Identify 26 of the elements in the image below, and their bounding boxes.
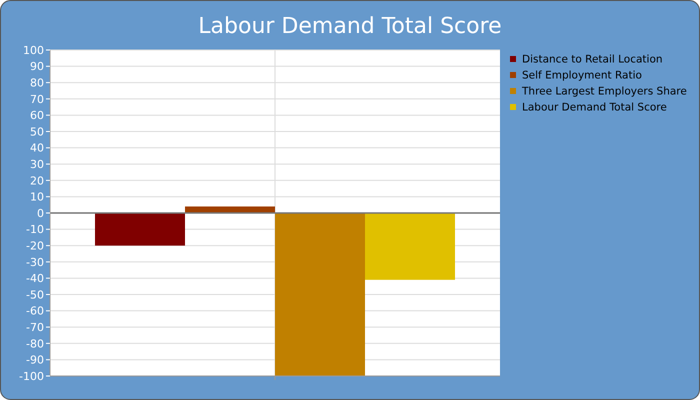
y-tick-label: -40 <box>26 272 44 286</box>
y-tick-label: 60 <box>30 109 44 122</box>
y-tick-label: -60 <box>26 304 44 318</box>
y-tick-label: -30 <box>26 256 44 269</box>
y-tick-label: -10 <box>26 223 44 236</box>
y-tick-label: 100 <box>23 44 44 57</box>
y-tick-label: -70 <box>26 320 44 334</box>
y-tick-label: -90 <box>26 354 44 367</box>
y-tick-label: 80 <box>30 76 44 90</box>
legend-label: Three Largest Employers Share <box>521 86 687 98</box>
y-tick-label: -50 <box>26 288 44 302</box>
y-tick-label: -80 <box>26 337 44 350</box>
y-tick-label: -100 <box>19 370 44 383</box>
y-tick-label: 90 <box>30 60 44 74</box>
y-tick-label: 10 <box>30 190 44 204</box>
chart-title: Labour Demand Total Score <box>198 14 502 39</box>
y-tick-label: 40 <box>30 142 44 155</box>
y-tick-label: 50 <box>30 125 44 138</box>
legend-label: Labour Demand Total Score <box>522 102 667 114</box>
y-tick-label: 20 <box>30 174 44 188</box>
y-tick-label: 30 <box>30 158 44 171</box>
legend-label: Self Employment Ratio <box>522 70 642 82</box>
y-tick-label: 0 <box>37 206 44 220</box>
y-tick-label: 70 <box>30 92 44 106</box>
legend-label: Distance to Retail Location <box>522 54 663 66</box>
y-tick-label: -20 <box>26 239 44 252</box>
